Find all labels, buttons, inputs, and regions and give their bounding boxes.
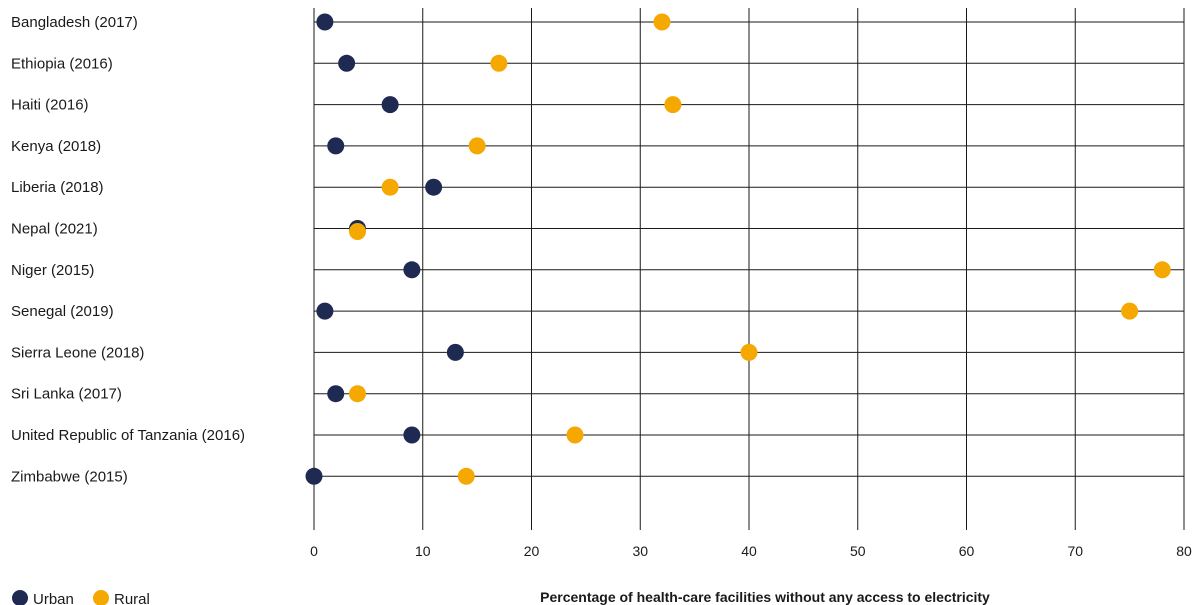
- category-label: Haiti (2016): [11, 97, 89, 114]
- x-tick-label: 60: [959, 543, 975, 559]
- point-urban: [316, 13, 334, 31]
- category-label: Liberia (2018): [11, 179, 104, 196]
- point-rural: [468, 137, 486, 155]
- category-label: Senegal (2019): [11, 303, 114, 320]
- point-rural: [1153, 261, 1171, 279]
- x-tick-label: 80: [1176, 543, 1192, 559]
- point-rural: [664, 96, 682, 114]
- point-rural: [653, 13, 671, 31]
- point-rural: [1121, 302, 1139, 320]
- point-rural: [349, 385, 366, 403]
- x-axis-ticks: 0 10 20 30 40 50 60 70 80: [310, 543, 1192, 559]
- x-tick-label: 50: [850, 543, 866, 559]
- category-label: Sri Lanka (2017): [11, 386, 122, 403]
- category-label: Nepal (2021): [11, 221, 98, 238]
- point-rural: [457, 467, 475, 485]
- category-labels: Bangladesh (2017) Ethiopia (2016) Haiti (2…: [11, 14, 245, 485]
- point-rural: [566, 426, 584, 444]
- point-rural: [740, 343, 758, 361]
- category-label: Kenya (2018): [11, 138, 101, 155]
- grid-lines: [313, 8, 1185, 530]
- point-urban: [327, 385, 345, 403]
- legend-label-rural: Rural: [114, 591, 150, 605]
- legend-swatch-rural: [93, 590, 109, 605]
- point-urban: [425, 178, 443, 196]
- x-tick-label: 30: [632, 543, 648, 559]
- x-tick-label: 70: [1067, 543, 1083, 559]
- category-label: Ethiopia (2016): [11, 55, 113, 72]
- point-urban: [305, 467, 323, 485]
- category-label: Niger (2015): [11, 262, 94, 279]
- x-tick-label: 10: [415, 543, 431, 559]
- category-label: Bangladesh (2017): [11, 14, 138, 31]
- data-points: [305, 13, 1171, 485]
- legend: Urban Rural: [12, 590, 150, 605]
- point-rural: [381, 178, 399, 196]
- point-rural: [349, 223, 366, 240]
- x-tick-label: 40: [741, 543, 757, 559]
- legend-swatch-urban: [12, 590, 28, 605]
- point-urban: [403, 426, 421, 444]
- category-label: Zimbabwe (2015): [11, 468, 128, 485]
- point-urban: [338, 54, 356, 72]
- point-urban: [446, 343, 464, 361]
- category-label: United Republic of Tanzania (2016): [11, 427, 245, 444]
- x-tick-label: 0: [310, 543, 318, 559]
- legend-label-urban: Urban: [33, 591, 74, 605]
- point-urban: [316, 302, 334, 320]
- x-axis-title: Percentage of health-care facilities wit…: [540, 589, 990, 605]
- point-rural: [490, 54, 508, 72]
- x-tick-label: 20: [524, 543, 540, 559]
- point-urban: [381, 96, 399, 114]
- category-label: Sierra Leone (2018): [11, 344, 144, 361]
- point-urban: [403, 261, 421, 279]
- point-urban: [327, 137, 345, 155]
